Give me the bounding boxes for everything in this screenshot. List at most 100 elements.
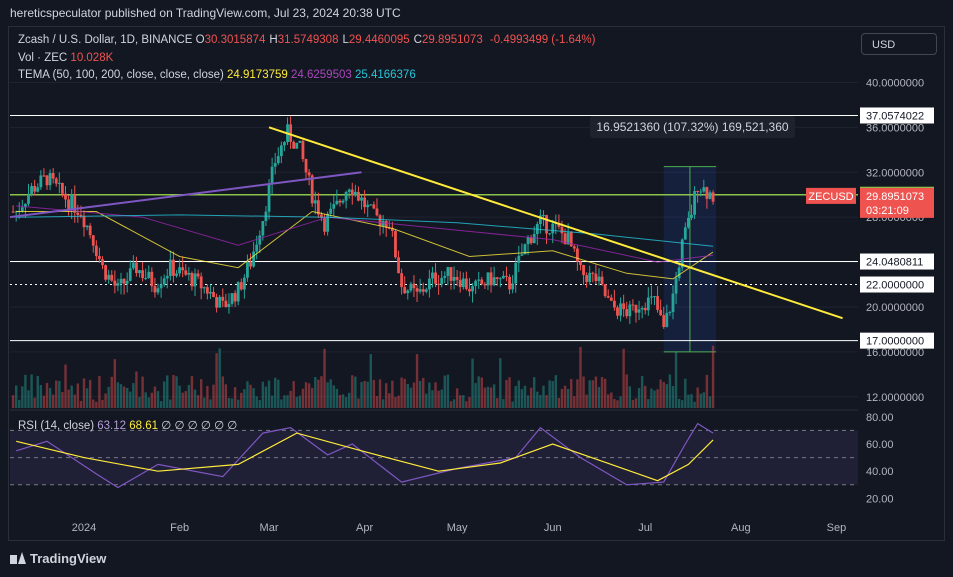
candle-body (464, 278, 468, 289)
level-label: 17.0000000 (866, 336, 924, 348)
volume-bar (551, 381, 554, 408)
volume-bar (579, 346, 582, 408)
candle-body (505, 275, 508, 277)
candle-body (202, 287, 206, 289)
candle-body (517, 255, 521, 264)
candle-body (193, 273, 197, 287)
volume-bar (196, 395, 200, 408)
level-label-box (860, 332, 934, 349)
volume-bar (181, 392, 184, 408)
candle-body (579, 261, 582, 265)
volume-bar (699, 393, 702, 408)
volume-bar (332, 385, 335, 408)
volume-bar (212, 384, 215, 408)
candle-body (11, 211, 15, 213)
candle-body (283, 142, 286, 146)
volume-bar (190, 376, 194, 408)
volume-bar (169, 399, 172, 408)
candle-body (477, 279, 481, 281)
time-axis-label: May (447, 522, 468, 534)
currency-button[interactable]: USD (861, 33, 937, 55)
symbol-legend: Zcash / U.S. Dollar, 1D, BINANCE O30.301… (18, 34, 595, 46)
volume-bar (178, 385, 181, 408)
volume-bar (116, 382, 120, 408)
volume-bar (289, 390, 292, 408)
candle-body (255, 244, 259, 252)
volume-bar (264, 386, 268, 408)
candle-body (443, 275, 447, 278)
volume-bar (650, 388, 653, 408)
rsi-ma-line (16, 432, 714, 482)
volume-bar (452, 399, 456, 408)
volume-bar (255, 396, 258, 408)
volume-bar (150, 392, 154, 408)
candle-body (110, 274, 114, 281)
volume-bar (446, 374, 450, 408)
volume-bar (18, 399, 21, 408)
candle-body (418, 289, 422, 292)
volume-bar (471, 358, 474, 408)
candle-body (144, 277, 148, 279)
volume-bar (113, 359, 117, 408)
candle-body (603, 284, 607, 297)
candle-body (332, 204, 336, 209)
volume-bar (480, 377, 483, 408)
volume-bar (351, 375, 354, 408)
volume-bar (462, 395, 465, 408)
volume-bar (502, 399, 505, 408)
volume-bar (363, 380, 366, 408)
volume-bar (594, 376, 598, 408)
volume-bar (73, 394, 76, 408)
candle-body (489, 272, 493, 286)
candle-body (560, 226, 564, 234)
volume-bar (51, 394, 55, 408)
ohlc-values: O30.3015874 H31.5749308 L29.4460095 C29.895… (196, 34, 487, 46)
candle-body (45, 175, 49, 186)
candle-body (616, 307, 619, 316)
volume-bar (511, 401, 514, 408)
rsi-tick-label: 40.00 (866, 466, 894, 478)
volume-bar (573, 396, 576, 408)
candle-body (421, 289, 425, 292)
candle-body (492, 277, 496, 286)
candle-body (434, 272, 437, 284)
candle-body (696, 190, 700, 192)
candle-body (680, 239, 684, 268)
candle-body (646, 297, 650, 311)
symbol-tag: ZECUSD (808, 191, 853, 203)
tema-value-50: 24.9173759 (227, 69, 288, 81)
candle-body (427, 278, 431, 290)
price-tick-label: 36.0000000 (866, 122, 924, 134)
candle-body (594, 273, 598, 281)
candle-body (461, 278, 465, 288)
time-axis-label: Aug (731, 522, 751, 534)
tradingview-logo[interactable]: TradingView (10, 551, 106, 566)
candle-body (397, 257, 400, 274)
volume-bar (684, 378, 687, 408)
volume-bar (600, 376, 604, 408)
volume-bar (668, 374, 672, 408)
volume-bar (520, 389, 524, 408)
volume-bar (514, 385, 517, 408)
volume-bar (95, 401, 98, 408)
volume-bar (499, 358, 502, 408)
candle-body (54, 178, 58, 184)
volume-bar (665, 384, 669, 408)
candle-body (369, 204, 373, 206)
volume-bar (366, 381, 369, 408)
candle-body (252, 251, 256, 267)
volume-bar (233, 387, 237, 408)
tema-value-200: 25.4166376 (354, 69, 416, 81)
level-label-box (860, 276, 934, 293)
candle-body (640, 307, 644, 310)
rsi-tick-label: 60.00 (866, 439, 894, 451)
candle-body (498, 278, 502, 280)
volume-bar (246, 381, 249, 408)
candle-body (279, 145, 283, 157)
volume-bar (422, 377, 425, 408)
volume-bar (625, 374, 628, 408)
volume-bar (82, 378, 86, 408)
candle-body (394, 231, 397, 258)
candle-body (159, 284, 163, 289)
